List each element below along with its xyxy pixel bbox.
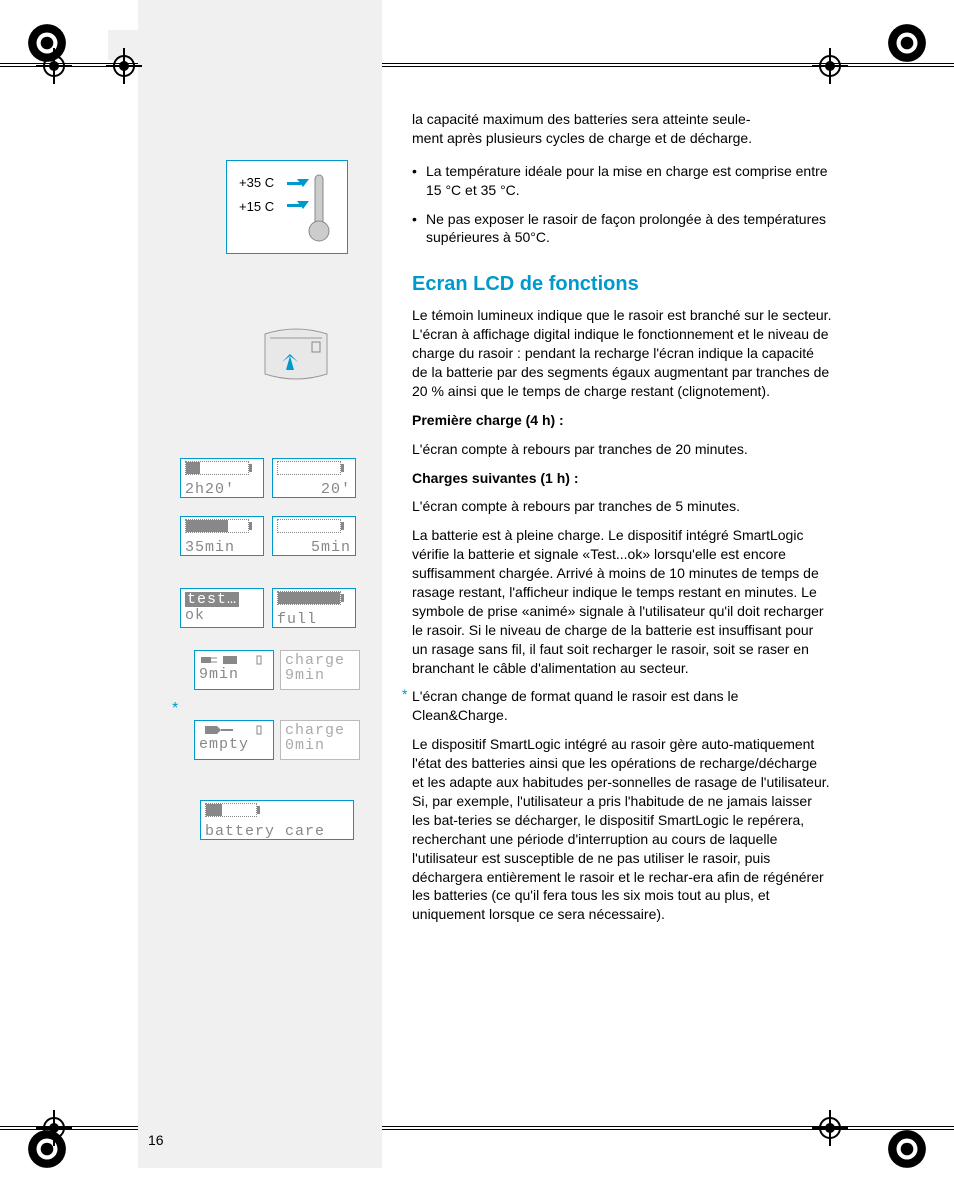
registration-mark-icon	[36, 48, 72, 84]
lcd-35min: 35min	[180, 516, 264, 556]
registration-mark-icon	[812, 48, 848, 84]
footnote-paragraph: L'écran change de format quand le rasoir…	[412, 687, 832, 725]
registration-mark-icon	[36, 1110, 72, 1146]
paragraph: L'écran compte à rebours par tranches de…	[412, 440, 832, 459]
registration-mark-icon	[106, 48, 142, 84]
body-text: la capacité maximum des batteries sera a…	[412, 110, 832, 934]
temp-low: +15 C	[239, 199, 274, 214]
lcd-2h20: 2h20'	[180, 458, 264, 498]
device-illustration	[260, 326, 332, 386]
lcd-plug-9min: 9min	[194, 650, 274, 690]
lcd-testok: test… ok	[180, 588, 264, 628]
paragraph: Le témoin lumineux indique que le rasoir…	[412, 306, 832, 400]
bullet-text: La température idéale pour la mise en ch…	[426, 162, 832, 200]
lcd-charge-0min: charge 0min	[280, 720, 360, 760]
paragraph: L'écran compte à rebours par tranches de…	[412, 497, 832, 516]
lcd-empty: empty	[194, 720, 274, 760]
thermometer-diagram: +35 C +15 C	[226, 160, 348, 254]
bullet-text: Ne pas exposer le rasoir de façon prolon…	[426, 210, 832, 248]
bullet-icon: •	[412, 162, 426, 200]
lcd-charge-9min: charge 9min	[280, 650, 360, 690]
footnote-star: *	[172, 700, 178, 718]
bullet-icon: •	[412, 210, 426, 248]
lcd-full: full	[272, 588, 356, 628]
lcd-battery-care: battery care	[200, 800, 354, 840]
subhead: Première charge (4 h) :	[412, 411, 832, 430]
paragraph: La batterie est à pleine charge. Le disp…	[412, 526, 832, 677]
lcd-5min: 5min	[272, 516, 356, 556]
subhead: Charges suivantes (1 h) :	[412, 469, 832, 488]
ornament-icon	[886, 1128, 928, 1170]
section-heading: Ecran LCD de fonctions	[412, 271, 832, 298]
page-number: 16	[148, 1132, 164, 1148]
intro-line2: ment après plusieurs cycles de charge et…	[412, 129, 832, 148]
ornament-icon	[886, 22, 928, 64]
temp-high: +35 C	[239, 175, 274, 190]
lcd-20: 20'	[272, 458, 356, 498]
registration-mark-icon	[812, 1110, 848, 1146]
paragraph: Le dispositif SmartLogic intégré au raso…	[412, 735, 832, 924]
intro-line1: la capacité maximum des batteries sera a…	[412, 110, 832, 129]
